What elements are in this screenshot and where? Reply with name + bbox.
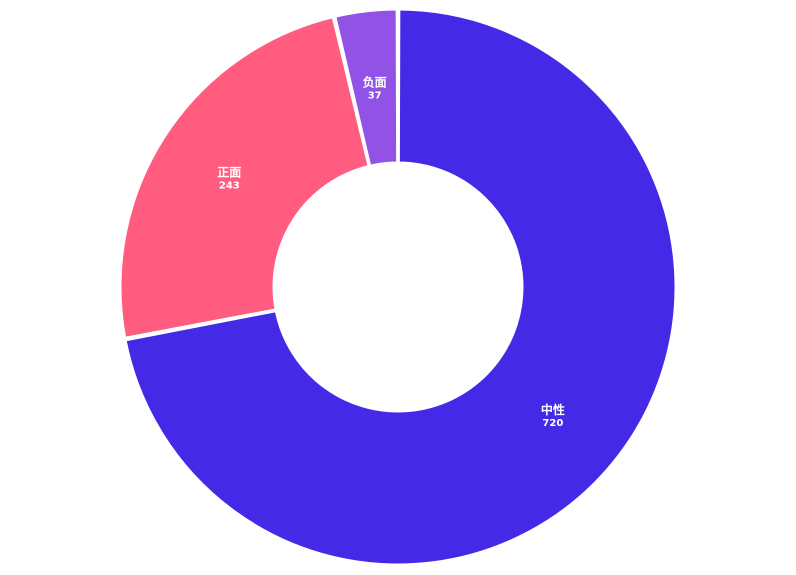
slice-label-1: 正面 <box>217 166 241 180</box>
slice-0[interactable] <box>123 7 678 567</box>
slice-value-2: 37 <box>368 90 382 101</box>
donut-slices <box>118 7 678 567</box>
slice-label-2: 负面 <box>363 74 387 89</box>
slice-label-0: 中性 <box>541 402 565 417</box>
slice-1[interactable] <box>118 15 371 340</box>
slice-value-1: 243 <box>219 181 240 192</box>
slice-value-0: 720 <box>542 418 563 429</box>
slice-2[interactable] <box>333 7 400 168</box>
